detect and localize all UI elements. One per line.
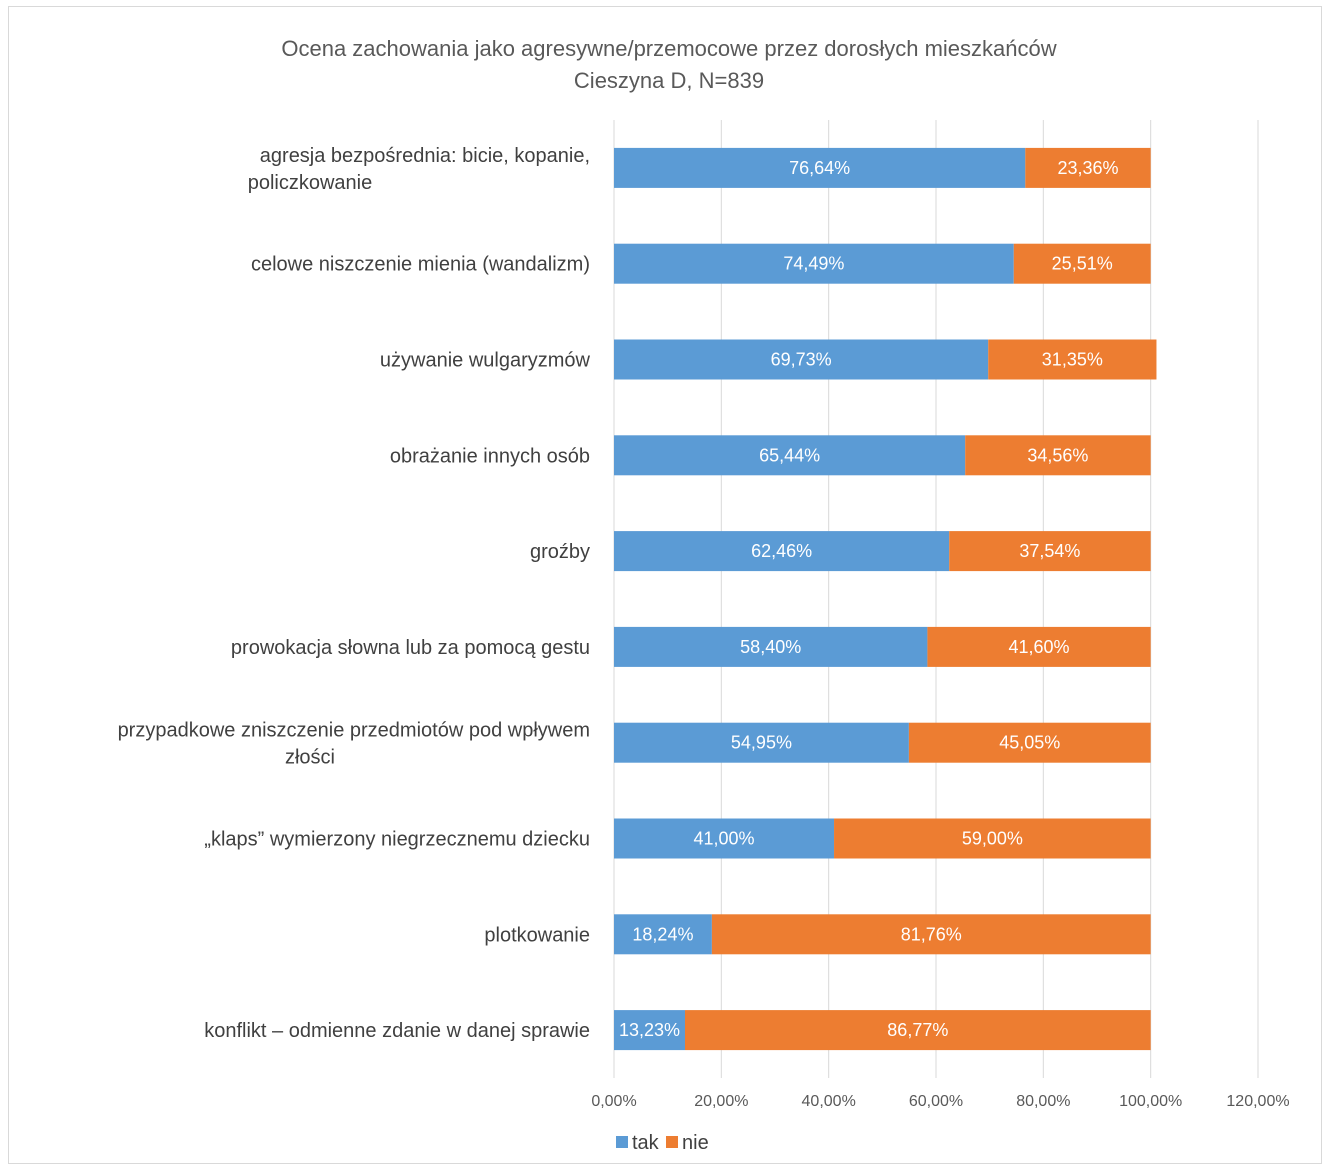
data-label-nie-5: 41,60% — [1009, 637, 1070, 657]
data-label-nie-4: 37,54% — [1019, 541, 1080, 561]
category-label-3: obrażanie innych osób — [390, 445, 590, 467]
bar-nie-0 — [1025, 147, 1151, 188]
bar-tak-7 — [614, 818, 835, 859]
data-label-tak-9: 13,23% — [619, 1020, 680, 1040]
category-label-4: groźby — [530, 541, 590, 563]
bar-tak-5 — [614, 626, 928, 667]
category-label-6: przypadkowe zniszczenie przedmiotów pod … — [118, 720, 590, 769]
data-label-tak-3: 65,44% — [759, 445, 820, 465]
legend-swatch-tak — [616, 1136, 628, 1148]
bar-nie-2 — [988, 339, 1157, 380]
data-label-tak-8: 18,24% — [632, 924, 693, 944]
category-label-0: agresja bezpośrednia: bicie, kopanie, pol… — [248, 145, 590, 194]
bar-nie-4 — [949, 531, 1151, 572]
x-tick-label-0: 0,00% — [591, 1093, 636, 1110]
bar-tak-4 — [614, 531, 950, 572]
bar-nie-3 — [965, 435, 1151, 476]
bar-nie-9 — [685, 1010, 1151, 1051]
x-tick-label-5: 100,00% — [1119, 1093, 1182, 1110]
data-label-nie-6: 45,05% — [999, 733, 1060, 753]
data-label-tak-2: 69,73% — [771, 350, 832, 370]
legend-swatch-nie — [666, 1136, 678, 1148]
category-label-6-line-1: złości — [285, 747, 335, 769]
data-label-nie-2: 31,35% — [1042, 350, 1103, 370]
bar-tak-3 — [614, 435, 966, 476]
bar-nie-1 — [1013, 243, 1151, 284]
bar-nie-8 — [711, 914, 1151, 955]
data-label-tak-6: 54,95% — [731, 733, 792, 753]
x-tick-labels: 0,00% 20,00% 40,00% 60,00% 80,00% 100,00% 120,… — [591, 1093, 1289, 1110]
legend-label-nie: nie — [682, 1132, 709, 1154]
data-label-tak-7: 41,00% — [693, 829, 754, 849]
category-label-2: używanie wulgaryzmów — [380, 350, 591, 372]
data-label-nie-9: 86,77% — [887, 1020, 948, 1040]
category-label-5: prowokacja słowna lub za pomocą gestu — [231, 637, 590, 659]
bar-nie-5 — [927, 626, 1151, 667]
category-label-0-line-1: policzkowanie — [248, 172, 373, 194]
data-label-nie-8: 81,76% — [901, 924, 962, 944]
bar-tak-6 — [614, 722, 909, 763]
category-label-8: plotkowanie — [484, 924, 590, 946]
bar-tak-1 — [614, 243, 1014, 284]
x-tick-label-1: 20,00% — [694, 1093, 748, 1110]
chart-frame — [8, 6, 1322, 1164]
x-tick-label-6: 120,00% — [1226, 1093, 1289, 1110]
x-tick-label-2: 40,00% — [802, 1093, 856, 1110]
data-label-nie-3: 34,56% — [1027, 445, 1088, 465]
data-label-nie-7: 59,00% — [962, 829, 1023, 849]
x-tick-label-3: 60,00% — [909, 1093, 963, 1110]
bar-nie-6 — [908, 722, 1151, 763]
category-label-6-line-0: przypadkowe zniszczenie przedmiotów pod … — [118, 720, 590, 742]
data-labels: 76,64% 23,36% 74,49% 25,51% 69,73% 31,35% 65,4… — [619, 158, 1119, 1040]
legend-label-tak: tak — [632, 1132, 660, 1154]
chart-subtitle: Cieszyna D, N=839 — [574, 68, 764, 93]
data-label-tak-0: 76,64% — [789, 158, 850, 178]
category-label-0-line-0: agresja bezpośrednia: bicie, kopanie, — [260, 145, 590, 167]
chart-title: Ocena zachowania jako agresywne/przemoco… — [281, 36, 1056, 61]
category-label-1: celowe niszczenie mienia (wandalizm) — [251, 254, 590, 276]
legend: tak nie — [616, 1132, 709, 1154]
data-label-tak-4: 62,46% — [751, 541, 812, 561]
data-label-nie-0: 23,36% — [1057, 158, 1118, 178]
category-label-9: konflikt – odmienne zdanie w danej spraw… — [204, 1020, 590, 1042]
bar-series — [614, 147, 1157, 1051]
bar-tak-0 — [614, 147, 1026, 188]
bar-tak-2 — [614, 339, 989, 380]
data-label-tak-1: 74,49% — [783, 254, 844, 274]
data-label-tak-5: 58,40% — [740, 637, 801, 657]
bar-tak-9 — [614, 1010, 686, 1051]
bar-tak-8 — [614, 914, 712, 955]
category-label-7: „klaps” wymierzony niegrzecznemu dziecku — [204, 829, 590, 851]
x-tick-label-4: 80,00% — [1016, 1093, 1070, 1110]
bar-nie-7 — [834, 818, 1151, 859]
data-label-nie-1: 25,51% — [1052, 254, 1113, 274]
category-labels: agresja bezpośrednia: bicie, kopanie, pol… — [118, 145, 591, 1042]
